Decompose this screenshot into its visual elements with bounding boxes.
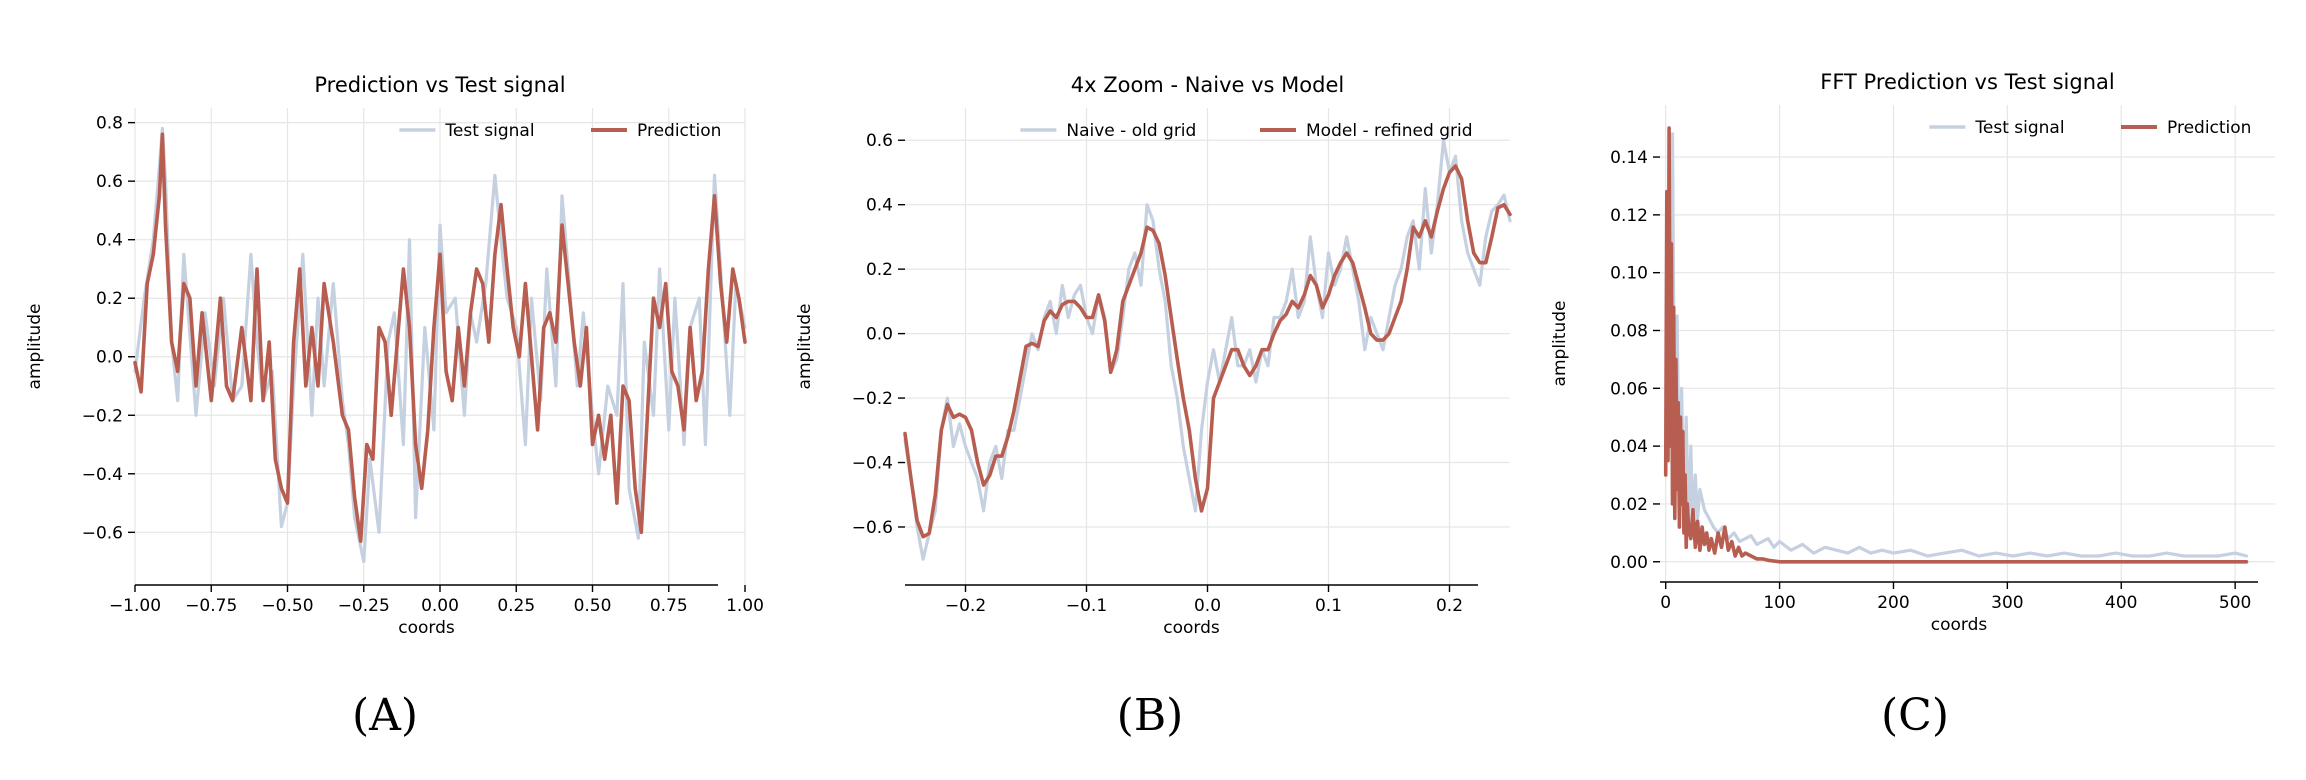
x-tick-label: 500 [2219, 593, 2251, 613]
y-tick-label: −0.4 [852, 454, 893, 474]
legend-label: Naive - old grid [1066, 121, 1196, 141]
y-axis-label: amplitude [795, 304, 815, 390]
y-tick-label: 0.04 [1610, 437, 1648, 457]
y-tick-label: 0.4 [96, 231, 123, 251]
x-tick-label: 400 [2105, 593, 2137, 613]
y-tick-label: 0.10 [1610, 264, 1648, 284]
x-tick-label: 0.1 [1315, 596, 1342, 616]
legend-label: Test signal [444, 121, 534, 141]
x-tick-label: 0.75 [650, 596, 688, 616]
y-axis-label: amplitude [25, 304, 45, 390]
y-tick-label: 0.2 [96, 289, 123, 309]
panel-label: (B) [1117, 690, 1184, 741]
x-tick-label: 1.00 [726, 596, 764, 616]
y-tick-label: 0.6 [96, 172, 123, 192]
series-line-prediction [133, 132, 747, 543]
chart-title: 4x Zoom - Naive vs Model [1071, 73, 1344, 97]
y-tick-label: −0.2 [852, 389, 893, 409]
x-tick-label: 200 [1877, 593, 1909, 613]
y-tick-label: 0.8 [96, 114, 123, 134]
y-tick-label: 0.6 [866, 131, 893, 151]
x-tick-label: −0.2 [945, 596, 986, 616]
y-tick-label: 0.00 [1610, 553, 1648, 573]
series-line-test-signal [1664, 132, 2249, 558]
chart-title: Prediction vs Test signal [314, 73, 565, 97]
series-line-test-signal [133, 126, 747, 564]
panel-label: (C) [1881, 690, 1949, 741]
x-tick-label: 0 [1660, 593, 1671, 613]
y-tick-label: 0.08 [1610, 321, 1648, 341]
x-tick-label: 0.50 [574, 596, 612, 616]
chart-panel-2: −0.2 −0.1 0.0 0.1 0.2 −0.6 −0.4 −0.2 0.0 0.2 0.4 0.… [795, 73, 1512, 741]
panel-label: (A) [352, 690, 418, 741]
chart-panel-1: −1.00 −0.75 −0.50 −0.25 0.00 0.25 0.50 0.75 1.00… [25, 73, 764, 741]
chart-title: FFT Prediction vs Test signal [1820, 70, 2114, 94]
x-tick-label: 0.25 [497, 596, 535, 616]
legend: Test signal Prediction [399, 121, 721, 141]
x-axis-label: coords [1163, 618, 1220, 638]
legend: Naive - old grid Model - refined grid [1020, 121, 1473, 141]
y-tick-label: −0.6 [852, 518, 893, 538]
x-tick-label: −1.00 [109, 596, 161, 616]
legend-label: Test signal [1974, 118, 2064, 138]
chart-panel-3: 0 100 200 300 400 500 0.00 0.02 0.04 0.06 0.08 0.10… [1550, 70, 2275, 741]
legend-label: Prediction [637, 121, 721, 141]
x-tick-label: 300 [1991, 593, 2023, 613]
y-tick-label: 0.06 [1610, 379, 1648, 399]
y-tick-label: 0.2 [866, 260, 893, 280]
legend: Test signal Prediction [1929, 118, 2251, 138]
y-tick-label: −0.6 [82, 523, 123, 543]
y-tick-label: −0.4 [82, 465, 123, 485]
y-tick-label: 0.14 [1610, 148, 1648, 168]
series-line-prediction [1663, 126, 2249, 564]
x-axis-label: coords [1931, 615, 1988, 635]
y-tick-label: 0.12 [1610, 206, 1648, 226]
x-tick-label: −0.25 [338, 596, 390, 616]
series-line-model-refined-grid [903, 164, 1512, 539]
x-tick-label: 0.0 [1194, 596, 1221, 616]
x-axis-label: coords [398, 618, 455, 638]
y-tick-label: 0.4 [866, 196, 893, 216]
y-tick-label: 0.0 [96, 348, 123, 368]
x-tick-label: 100 [1763, 593, 1795, 613]
x-tick-label: −0.1 [1066, 596, 1107, 616]
y-axis-label: amplitude [1550, 301, 1570, 387]
y-tick-label: 0.02 [1610, 495, 1648, 515]
legend-label: Prediction [2167, 118, 2251, 138]
legend-label: Model - refined grid [1306, 121, 1473, 141]
x-tick-label: −0.50 [261, 596, 313, 616]
x-tick-label: 0.00 [421, 596, 459, 616]
y-tick-label: −0.2 [82, 406, 123, 426]
y-tick-label: 0.0 [866, 325, 893, 345]
x-tick-label: −0.75 [185, 596, 237, 616]
x-tick-label: 0.2 [1436, 596, 1463, 616]
